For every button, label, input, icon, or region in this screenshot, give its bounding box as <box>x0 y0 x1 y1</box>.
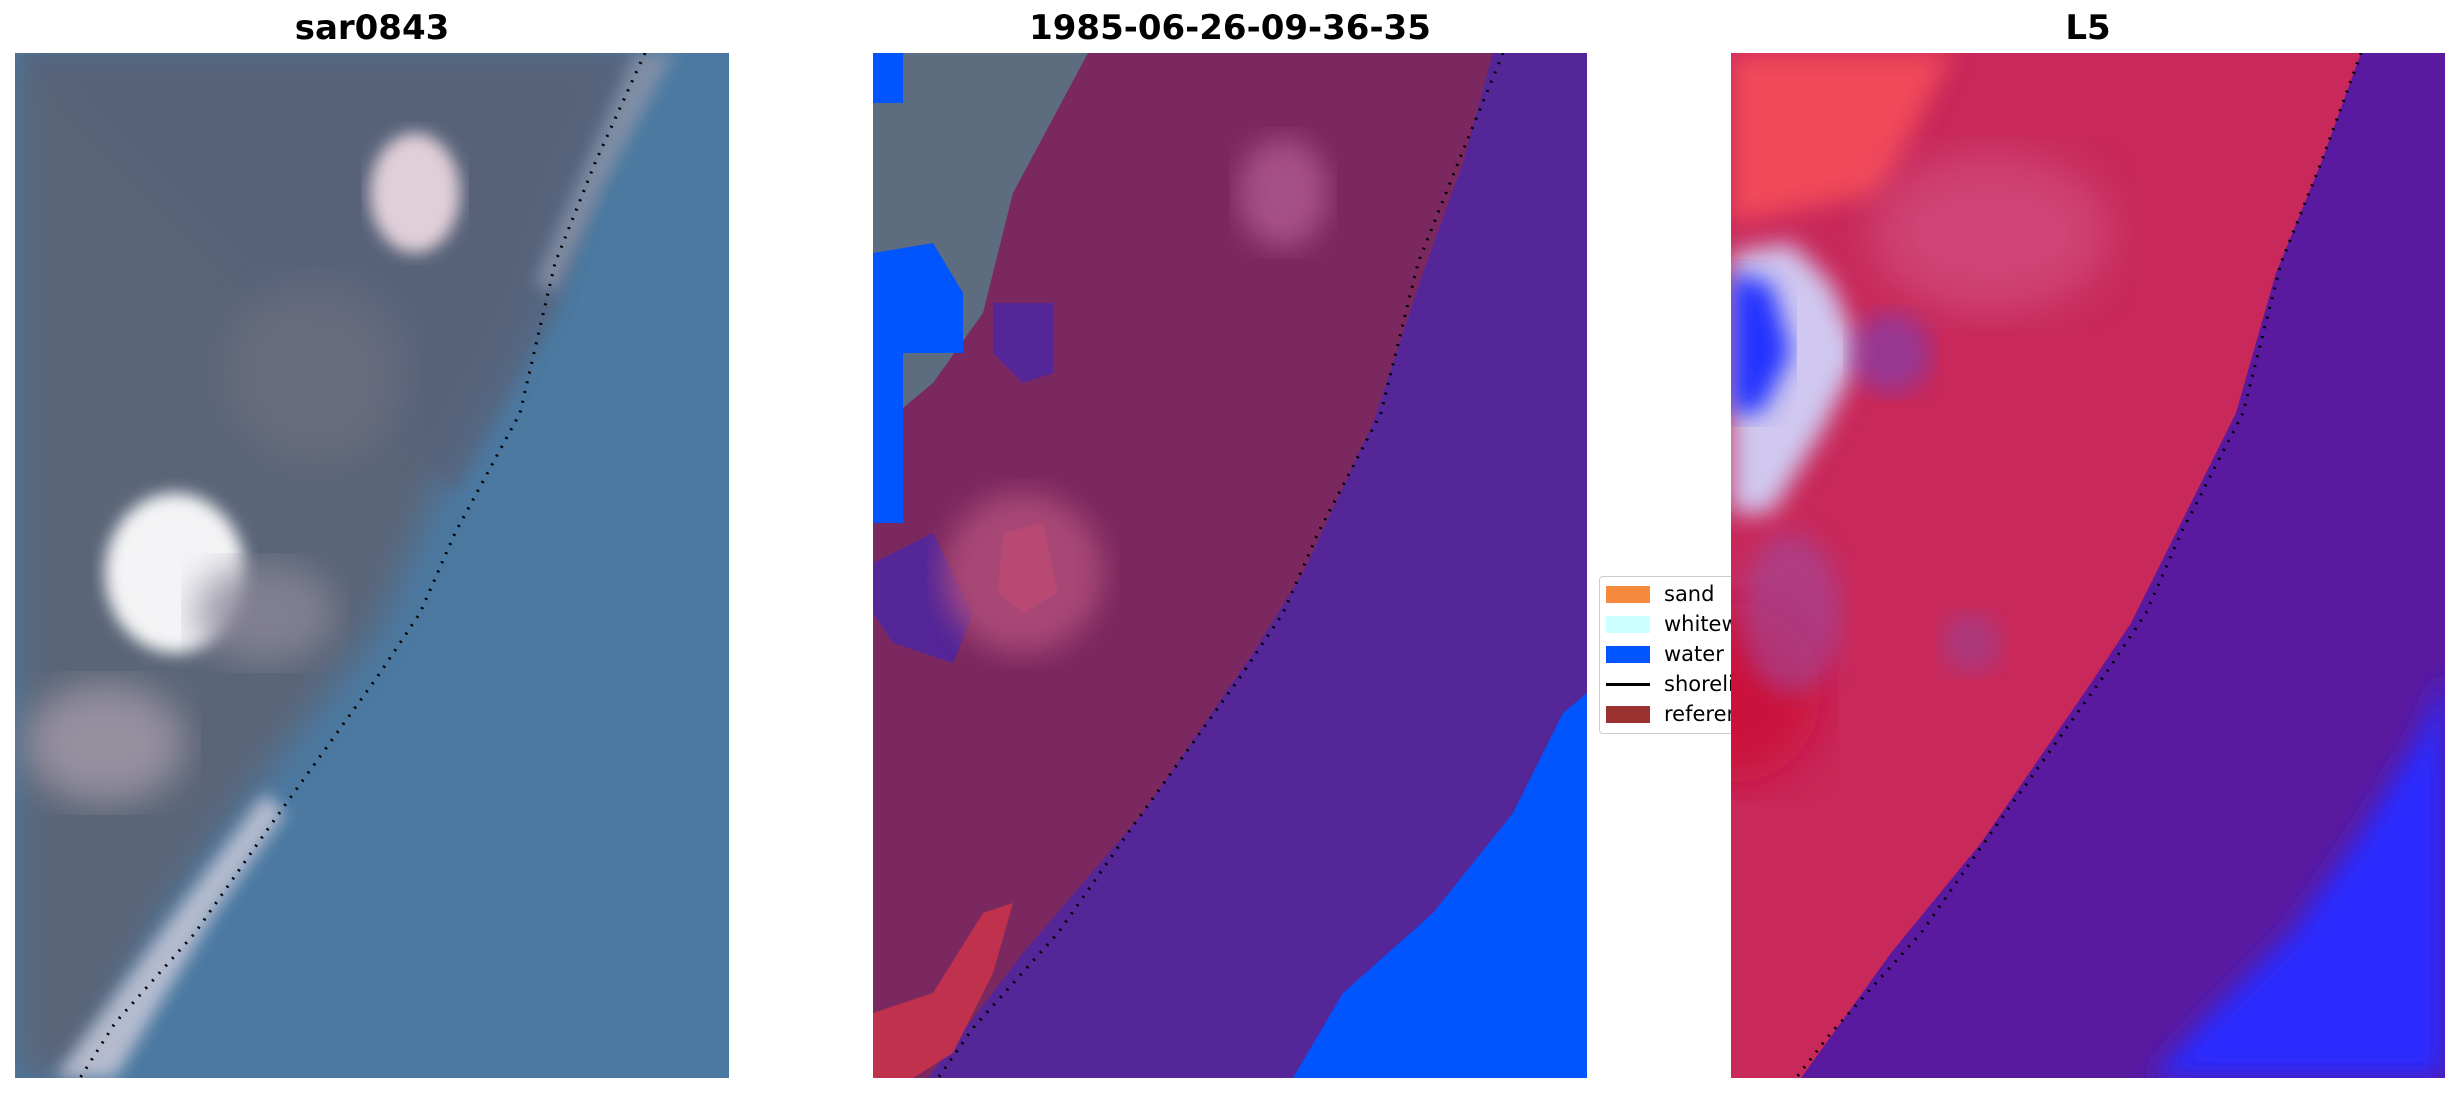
legend-item-reference-shoreline: reference shoreline <box>1606 701 1740 727</box>
legend-label: shoreline <box>1664 672 1740 696</box>
legend-item-shoreline: shoreline <box>1606 671 1740 697</box>
panel-rgb: sar0843 <box>15 0 729 1093</box>
legend-swatch-water <box>1606 645 1650 663</box>
legend-item-sand: sand <box>1606 581 1714 607</box>
panel-title: L5 <box>2065 8 2111 48</box>
panel-title: 1985-06-26-09-36-35 <box>1029 8 1431 48</box>
panel-classification: 1985-06-26-09-36-35 <box>873 0 1587 1093</box>
legend-label: reference shoreline <box>1664 702 1740 726</box>
panel-title: sar0843 <box>294 8 450 48</box>
legend-swatch-whitewater <box>1606 615 1650 633</box>
rgb-image <box>15 53 729 1078</box>
legend-label: sand <box>1664 582 1715 606</box>
legend-line-shoreline <box>1606 682 1650 686</box>
classification-image <box>873 53 1587 1078</box>
index-image <box>1731 53 2445 1078</box>
legend-item-water: water <box>1606 641 1724 667</box>
legend-label: water <box>1664 642 1724 666</box>
legend-swatch-sand <box>1606 585 1650 603</box>
legend-swatch-reference <box>1606 705 1650 723</box>
panel-index: L5 <box>1731 0 2445 1093</box>
